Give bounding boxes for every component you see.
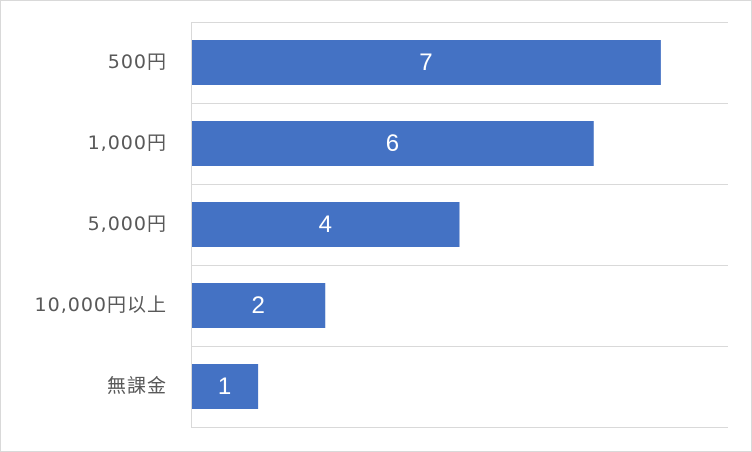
data-label: 7: [419, 49, 432, 76]
data-label: 2: [251, 292, 264, 319]
category-tick-label: 無課金: [107, 375, 167, 397]
category-tick-label: 10,000円以上: [35, 294, 167, 316]
data-label: 4: [319, 211, 332, 238]
bar: [192, 283, 326, 328]
data-label: 6: [386, 130, 399, 157]
data-label: 1: [218, 373, 231, 400]
bar: [192, 202, 460, 247]
bar: [192, 40, 661, 85]
category-tick-label: 500円: [108, 51, 167, 73]
bar: [192, 121, 594, 166]
bar: [192, 364, 259, 409]
category-tick-label: 1,000円: [88, 132, 167, 154]
category-tick-label: 5,000円: [88, 213, 167, 235]
